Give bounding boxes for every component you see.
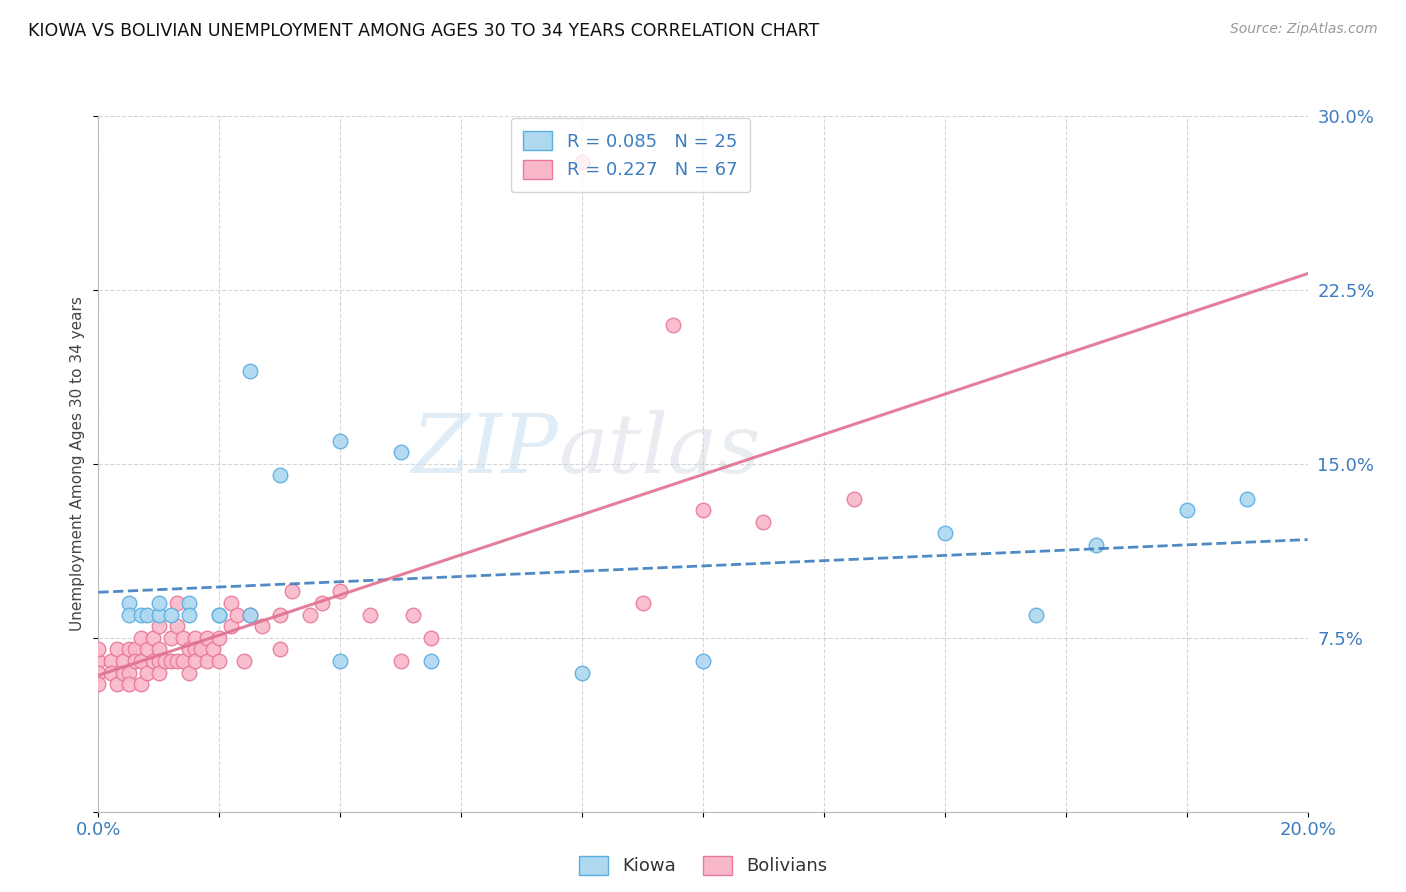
Point: [148, 607, 170, 622]
Point: [692, 654, 714, 668]
Point: [195, 631, 218, 645]
Point: [142, 631, 165, 645]
Point: [420, 631, 443, 645]
Point: [87, 654, 110, 668]
Point: [389, 445, 412, 459]
Point: [239, 607, 262, 622]
Point: [179, 665, 201, 680]
Point: [1175, 503, 1198, 517]
Point: [124, 654, 146, 668]
Point: [166, 654, 188, 668]
Text: ZIP: ZIP: [411, 410, 558, 490]
Point: [118, 677, 141, 691]
Point: [179, 596, 201, 610]
Point: [239, 607, 262, 622]
Point: [1085, 538, 1108, 552]
Y-axis label: Unemployment Among Ages 30 to 34 years: Unemployment Among Ages 30 to 34 years: [70, 296, 86, 632]
Point: [1236, 491, 1258, 506]
Point: [631, 596, 654, 610]
Point: [87, 677, 110, 691]
Point: [166, 619, 188, 633]
Point: [221, 619, 243, 633]
Point: [281, 584, 304, 599]
Point: [195, 654, 218, 668]
Point: [87, 665, 110, 680]
Point: [160, 607, 183, 622]
Text: atlas: atlas: [558, 410, 761, 490]
Point: [184, 631, 207, 645]
Point: [100, 665, 122, 680]
Point: [299, 607, 322, 622]
Point: [752, 515, 775, 529]
Point: [118, 665, 141, 680]
Point: [226, 607, 249, 622]
Point: [269, 468, 291, 483]
Point: [934, 526, 956, 541]
Point: [208, 607, 231, 622]
Point: [389, 654, 412, 668]
Point: [135, 665, 157, 680]
Point: [142, 654, 165, 668]
Point: [166, 596, 188, 610]
Point: [148, 619, 170, 633]
Point: [402, 607, 425, 622]
Point: [420, 654, 443, 668]
Point: [179, 642, 201, 657]
Point: [179, 607, 201, 622]
Point: [160, 654, 183, 668]
Text: Source: ZipAtlas.com: Source: ZipAtlas.com: [1230, 22, 1378, 37]
Point: [329, 654, 352, 668]
Point: [184, 654, 207, 668]
Point: [118, 607, 141, 622]
Point: [129, 631, 152, 645]
Point: [135, 642, 157, 657]
Point: [184, 642, 207, 657]
Point: [208, 654, 231, 668]
Point: [662, 318, 685, 332]
Text: KIOWA VS BOLIVIAN UNEMPLOYMENT AMONG AGES 30 TO 34 YEARS CORRELATION CHART: KIOWA VS BOLIVIAN UNEMPLOYMENT AMONG AGE…: [28, 22, 820, 40]
Point: [360, 607, 382, 622]
Point: [571, 155, 593, 169]
Point: [135, 607, 157, 622]
Point: [190, 642, 212, 657]
Point: [129, 677, 152, 691]
Point: [129, 654, 152, 668]
Legend: Kiowa, Bolivians: Kiowa, Bolivians: [571, 848, 835, 883]
Point: [148, 596, 170, 610]
Point: [239, 364, 262, 378]
Point: [118, 596, 141, 610]
Point: [148, 642, 170, 657]
Point: [329, 584, 352, 599]
Point: [111, 654, 134, 668]
Point: [1024, 607, 1046, 622]
Point: [221, 596, 243, 610]
Point: [202, 642, 225, 657]
Point: [269, 642, 291, 657]
Point: [172, 654, 194, 668]
Point: [105, 677, 128, 691]
Point: [100, 654, 122, 668]
Point: [172, 631, 194, 645]
Point: [87, 642, 110, 657]
Point: [118, 642, 141, 657]
Point: [208, 631, 231, 645]
Point: [105, 642, 128, 657]
Point: [160, 631, 183, 645]
Point: [111, 665, 134, 680]
Point: [844, 491, 866, 506]
Point: [153, 654, 176, 668]
Point: [148, 665, 170, 680]
Point: [571, 665, 593, 680]
Point: [311, 596, 333, 610]
Point: [148, 654, 170, 668]
Point: [329, 434, 352, 448]
Point: [124, 642, 146, 657]
Point: [232, 654, 254, 668]
Point: [269, 607, 291, 622]
Point: [129, 607, 152, 622]
Point: [692, 503, 714, 517]
Point: [208, 607, 231, 622]
Point: [250, 619, 273, 633]
